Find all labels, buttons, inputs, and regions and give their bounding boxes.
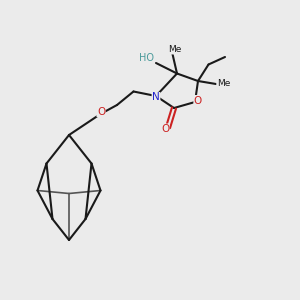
Text: N: N <box>152 92 160 103</box>
Text: Me: Me <box>217 80 230 88</box>
Text: O: O <box>161 124 169 134</box>
Text: Me: Me <box>168 45 182 54</box>
Text: HO: HO <box>140 53 154 64</box>
Text: O: O <box>97 106 105 117</box>
Text: O: O <box>194 95 202 106</box>
